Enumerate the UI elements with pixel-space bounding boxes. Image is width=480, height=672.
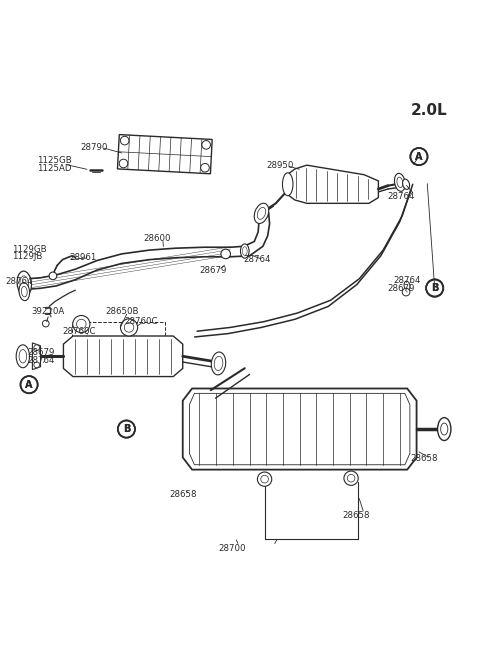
Text: 28764: 28764	[244, 255, 271, 264]
Text: 28764: 28764	[5, 277, 33, 286]
Text: 28764: 28764	[28, 356, 55, 365]
Ellipse shape	[16, 345, 30, 368]
Circle shape	[344, 471, 358, 485]
Circle shape	[257, 472, 272, 487]
Text: 28658: 28658	[169, 490, 197, 499]
Ellipse shape	[211, 352, 226, 375]
Circle shape	[34, 362, 39, 368]
Text: 28961: 28961	[69, 253, 96, 262]
Text: 28600: 28600	[144, 234, 171, 243]
Text: B: B	[431, 284, 438, 293]
Text: 28679: 28679	[28, 348, 55, 358]
Text: 28700: 28700	[218, 544, 246, 553]
Polygon shape	[118, 134, 212, 174]
Text: B: B	[123, 424, 130, 434]
Text: A: A	[415, 152, 423, 161]
Text: 1129GB: 1129GB	[12, 245, 47, 253]
Text: 1125GB: 1125GB	[37, 157, 72, 165]
Ellipse shape	[404, 281, 410, 290]
Circle shape	[402, 288, 410, 296]
Polygon shape	[285, 165, 378, 204]
Ellipse shape	[19, 282, 30, 300]
Text: 28650B: 28650B	[106, 307, 139, 316]
Text: A: A	[415, 152, 423, 161]
Text: 28764: 28764	[387, 192, 415, 201]
Text: B: B	[123, 424, 130, 434]
Text: 2.0L: 2.0L	[411, 103, 447, 118]
Polygon shape	[183, 388, 417, 470]
Ellipse shape	[254, 203, 269, 224]
Text: 28760C: 28760C	[62, 327, 96, 336]
Text: 28950: 28950	[266, 161, 294, 170]
Text: 28679: 28679	[387, 284, 414, 293]
Circle shape	[221, 249, 230, 259]
Text: A: A	[25, 380, 33, 390]
Ellipse shape	[282, 173, 293, 196]
Circle shape	[34, 345, 39, 351]
Text: 1129JB: 1129JB	[12, 252, 42, 261]
Text: 28679: 28679	[199, 265, 227, 275]
Ellipse shape	[17, 271, 32, 296]
Bar	[72, 322, 165, 361]
Ellipse shape	[403, 179, 409, 190]
Ellipse shape	[240, 244, 249, 258]
Text: B: B	[431, 283, 438, 293]
Polygon shape	[33, 343, 40, 370]
Ellipse shape	[395, 173, 405, 192]
Text: 28658: 28658	[343, 511, 370, 520]
Text: 28760C: 28760C	[124, 317, 158, 326]
Text: 28658: 28658	[411, 454, 438, 463]
Text: 28790: 28790	[80, 143, 108, 152]
Circle shape	[73, 315, 90, 333]
Circle shape	[120, 319, 138, 336]
Ellipse shape	[438, 417, 451, 441]
Text: 1125AD: 1125AD	[37, 165, 72, 173]
Circle shape	[49, 272, 57, 280]
Text: 39210A: 39210A	[31, 307, 64, 316]
Text: A: A	[25, 380, 33, 390]
Polygon shape	[63, 336, 183, 376]
Text: 28764: 28764	[394, 276, 421, 285]
